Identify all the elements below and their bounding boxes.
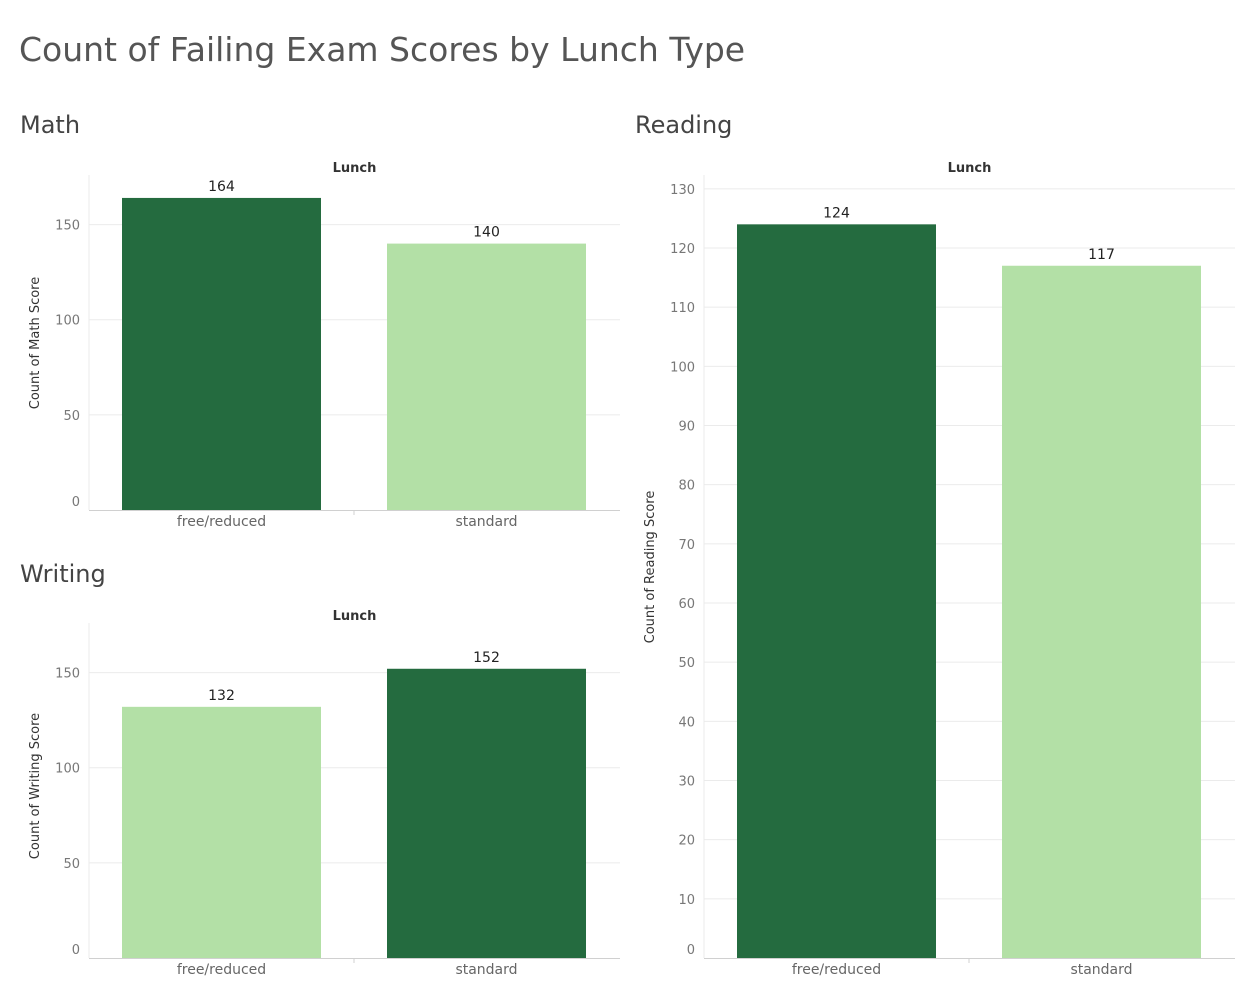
reading-ytick-label: 120 bbox=[670, 242, 695, 257]
reading-ytick-label: 100 bbox=[670, 360, 695, 375]
reading-ytick-label: 40 bbox=[678, 715, 695, 730]
math-category-label: free/reduced bbox=[177, 514, 266, 530]
writing-chart: Lunch 0 50 100 150 Count of Writing Score 132 f… bbox=[28, 609, 620, 978]
math-ytick-label: 50 bbox=[63, 409, 80, 424]
math-data-label: 140 bbox=[473, 225, 500, 241]
reading-y-axis-title: Count of Reading Score bbox=[643, 491, 658, 644]
reading-panel-title: Reading bbox=[635, 111, 733, 139]
reading-ytick-label: 60 bbox=[678, 597, 695, 612]
reading-data-label: 124 bbox=[823, 205, 850, 221]
writing-data-label: 132 bbox=[208, 688, 235, 704]
reading-ytick-label: 20 bbox=[678, 834, 695, 849]
math-panel-title: Math bbox=[20, 111, 81, 139]
reading-ytick-label: 80 bbox=[678, 479, 695, 494]
writing-ytick-label: 50 bbox=[63, 857, 80, 872]
writing-category-label: standard bbox=[455, 962, 517, 978]
dashboard-title: Count of Failing Exam Scores by Lunch Ty… bbox=[19, 30, 746, 69]
reading-ytick-label: 110 bbox=[670, 301, 695, 316]
writing-bar-standard bbox=[387, 668, 586, 958]
reading-ytick-label: 10 bbox=[678, 893, 695, 908]
writing-y-axis-title: Count of Writing Score bbox=[28, 713, 43, 859]
writing-ytick-label: 0 bbox=[72, 943, 80, 958]
reading-data-label: 117 bbox=[1088, 247, 1115, 263]
writing-data-label: 152 bbox=[473, 650, 500, 666]
math-bar-standard bbox=[387, 243, 586, 510]
reading-ytick-label: 90 bbox=[678, 420, 695, 435]
math-column-header: Lunch bbox=[333, 161, 377, 176]
math-ytick-label: 150 bbox=[55, 219, 80, 234]
writing-panel-title: Writing bbox=[20, 560, 106, 588]
reading-category-label: free/reduced bbox=[792, 962, 881, 978]
reading-ytick-label: 0 bbox=[687, 943, 695, 958]
reading-category-label: standard bbox=[1070, 962, 1132, 978]
reading-bar-standard bbox=[1002, 265, 1201, 958]
writing-category-label: free/reduced bbox=[177, 962, 266, 978]
math-ytick-label: 0 bbox=[72, 495, 80, 510]
reading-bar-free-reduced bbox=[737, 224, 936, 958]
math-bar-free-reduced bbox=[122, 197, 321, 510]
reading-ytick-label: 70 bbox=[678, 538, 695, 553]
reading-ytick-label: 50 bbox=[678, 656, 695, 671]
math-ytick-label: 100 bbox=[55, 314, 80, 329]
reading-chart: Lunch 0 10 20 30 40 50 60 70 80 90 100 110 120 130 Coun… bbox=[643, 161, 1235, 978]
math-data-label: 164 bbox=[208, 179, 235, 195]
math-category-label: standard bbox=[455, 514, 517, 530]
math-chart: Lunch 0 50 100 150 Count of Math Score 164 free… bbox=[28, 161, 620, 530]
writing-column-header: Lunch bbox=[333, 609, 377, 624]
writing-ytick-label: 150 bbox=[55, 667, 80, 682]
reading-column-header: Lunch bbox=[948, 161, 992, 176]
writing-ytick-label: 100 bbox=[55, 762, 80, 777]
reading-ytick-label: 130 bbox=[670, 183, 695, 198]
math-y-axis-title: Count of Math Score bbox=[28, 277, 43, 409]
reading-ytick-label: 30 bbox=[678, 775, 695, 790]
writing-bar-free-reduced bbox=[122, 706, 321, 958]
